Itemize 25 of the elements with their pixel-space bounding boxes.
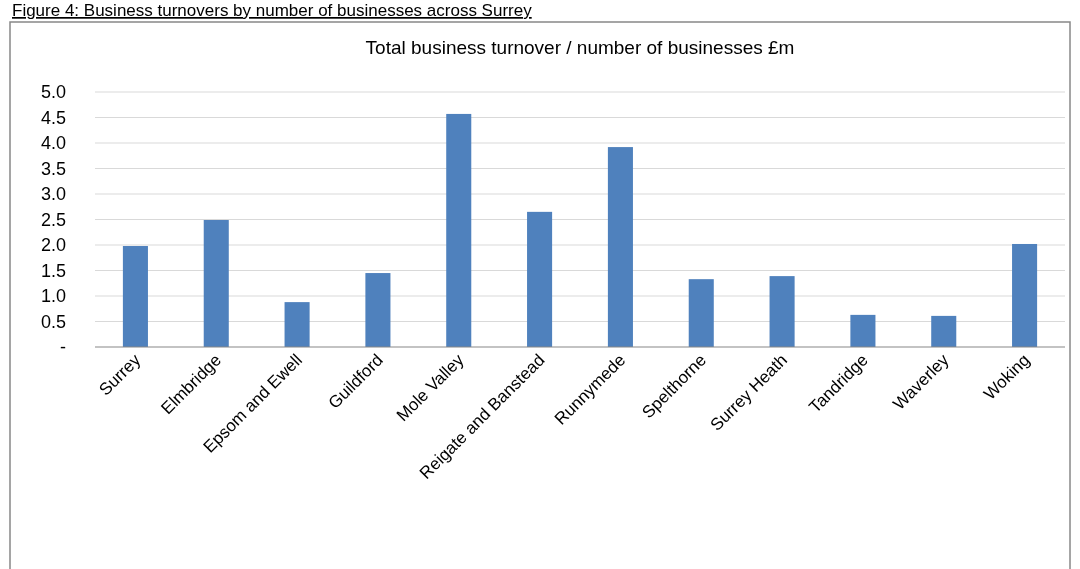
bar [931,315,957,347]
y-tick-label: 2.5 [40,209,66,230]
y-tick-label: 4.0 [40,133,66,154]
y-tick-label: 1.0 [40,286,66,307]
y-tick-label: 1.5 [40,260,66,281]
y-tick-label: - [60,337,66,358]
y-tick-label: 3.5 [40,158,66,179]
bar [284,302,310,347]
bar [607,147,633,347]
y-tick-label: 4.5 [40,107,66,128]
y-tick-label: 2.0 [40,235,66,256]
caption: Figure 4: Business turnovers by number of businesses across Surrey [12,1,533,20]
y-tick-label: 5.0 [40,82,66,103]
bar [122,246,148,347]
bar [1012,243,1038,347]
bar [850,314,876,347]
bar [688,279,714,347]
bar [203,220,229,347]
bar [365,273,391,347]
chart-title: Total business turnover / number of businesses £m [365,37,795,58]
bar [446,113,472,347]
y-tick-label: 3.0 [40,184,66,205]
y-tick-label: 0.5 [40,311,66,332]
bar [769,276,795,347]
bar [527,211,553,347]
